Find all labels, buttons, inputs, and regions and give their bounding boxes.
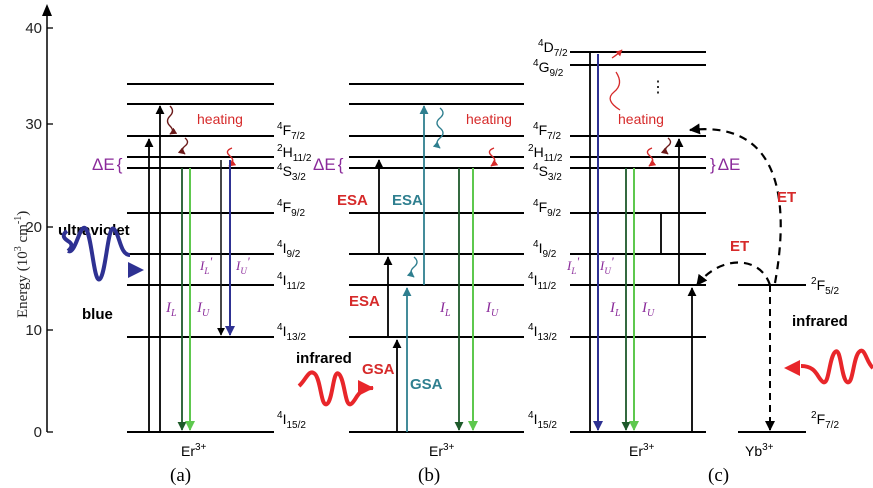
esa-label: ESA [349, 293, 380, 310]
y-axis [42, 4, 53, 433]
gsa-label: GSA [362, 361, 395, 378]
nonradiative-relaxation-arrow [177, 137, 189, 155]
heating-label: heating [197, 111, 243, 127]
blue-label: blue [82, 306, 113, 323]
term-label-4s32: 4S3/2 [533, 162, 562, 183]
term-label-4f92: 4F9/2 [277, 198, 305, 219]
term-label-4s32: 4S3/2 [277, 162, 306, 183]
blue-uv-wave-arrowhead-icon [128, 262, 144, 278]
nonradiative-relaxation-arrow [406, 256, 418, 278]
delta-e-label: ΔE{ [92, 155, 123, 174]
panel-a-levels [127, 83, 274, 433]
et-label: ET [777, 189, 796, 206]
heating-arrow [488, 147, 499, 167]
term-label-4i112: 4I11/2 [528, 271, 557, 292]
term-label-2f72: 2F7/2 [811, 410, 839, 431]
panel-b-teal-arrows [402, 105, 429, 432]
infrared-wave-icon [297, 370, 374, 407]
ellipsis-icon: ⋮ [650, 79, 666, 96]
nonradiative-relaxation-arrow [660, 137, 672, 155]
panel-c-absorption-arrows [589, 52, 697, 432]
term-label-4i152: 4I15/2 [277, 410, 306, 431]
esa-label: ESA [337, 192, 368, 209]
et-arrow-upper [688, 123, 782, 284]
et-label: ET [730, 238, 749, 255]
panel-c-relaxation [660, 137, 672, 155]
panel-c-yb-term-labels: 2F5/2 2F7/2 [811, 276, 839, 431]
panel-a-intensity-labels: IL IU IL' IU' [165, 254, 250, 319]
heating-arrow [226, 147, 237, 167]
panel-b-absorption-arrows [374, 159, 402, 432]
panel-c-intensity-labels: IL IU IL' IU' [566, 254, 655, 319]
et-arrow-lower [696, 261, 772, 286]
tick-label: 20 [25, 219, 42, 236]
er-ion-label-b: Er3+ [429, 442, 455, 459]
panel-c-yb-levels [738, 284, 806, 433]
term-label-4f92: 4F9/2 [533, 198, 561, 219]
heating-label: heating [618, 111, 664, 127]
intensity-label-il: IL [165, 300, 177, 319]
term-label-4i92: 4I9/2 [277, 239, 301, 260]
intensity-label-il-prime: IL' [199, 254, 212, 276]
panel-label-a: (a) [170, 465, 191, 486]
tick-label: 30 [25, 116, 42, 133]
intensity-label-iu-prime: IU' [599, 254, 614, 276]
nonradiative-relaxation-arrow [432, 107, 444, 149]
intensity-label-il: IL [609, 300, 621, 319]
term-label-4f72: 4F7/2 [533, 121, 561, 142]
tick-label: 40 [25, 20, 42, 37]
intensity-label-iu: IU [485, 300, 499, 319]
panel-label-b: (b) [418, 465, 440, 486]
heating-arrow [646, 147, 657, 167]
panel-c-term-labels: 4D7/2 4G9/2 4F7/2 2H11/2 4S3/2 4F9/2 4I9… [528, 38, 568, 431]
infrared-label: infrared [792, 313, 848, 330]
term-label-4i152: 4I15/2 [528, 410, 557, 431]
heating-label: heating [466, 111, 512, 127]
er-ion-label-c: Er3+ [629, 442, 655, 459]
term-label-4g92: 4G9/2 [533, 58, 564, 79]
panel-label-c: (c) [708, 465, 729, 486]
panel-c-er-levels [570, 51, 706, 433]
nonradiative-relaxation-arrow [166, 105, 178, 135]
term-label-2h112: 2H11/2 [528, 143, 563, 164]
term-label-4i112: 4I11/2 [277, 271, 306, 292]
panel-b-intensity-labels: IL IU [439, 300, 499, 319]
intensity-label-iu: IU [196, 300, 210, 319]
delta-e-label: ΔE{ [313, 155, 344, 174]
term-label-4d72: 4D7/2 [538, 38, 568, 59]
infrared-wave-icon [800, 348, 873, 385]
term-label-2f52: 2F5/2 [811, 276, 839, 297]
infrared-label: infrared [296, 350, 352, 367]
delta-e-label: } ΔE [710, 155, 740, 174]
term-label-4i132: 4I13/2 [277, 322, 306, 343]
panel-b-relaxation [406, 107, 444, 278]
term-label-4f72: 4F7/2 [277, 121, 305, 142]
infrared-wave-arrowhead-icon [784, 360, 800, 376]
intensity-label-iu: IU [641, 300, 655, 319]
term-label-2h112: 2H11/2 [277, 143, 312, 164]
heating-arrow-small [611, 49, 623, 59]
term-label-4i92: 4I9/2 [533, 239, 557, 260]
tick-label: 0 [34, 424, 42, 441]
er-ion-label-a: Er3+ [181, 442, 207, 459]
y-tick-labels: 0 10 20 30 40 [25, 20, 42, 441]
intensity-label-il-prime: IL' [566, 254, 579, 276]
yb-ion-label: Yb3+ [745, 442, 774, 459]
intensity-label-il: IL [439, 300, 451, 319]
panel-a-term-labels: 4F7/2 2H11/2 4S3/2 4F9/2 4I9/2 4I11/2 4I… [277, 121, 312, 431]
infrared-wave-arrowhead-icon [358, 380, 374, 396]
term-label-4i132: 4I13/2 [528, 322, 557, 343]
blue-uv-wave-icon [61, 225, 131, 282]
panel-a-relaxation [166, 105, 189, 155]
panel-a-excitation-arrows [144, 105, 165, 432]
y-axis-label: Energy (103 cm-1) [13, 211, 31, 318]
gsa-label-teal: GSA [410, 376, 443, 393]
heating-squiggle [609, 71, 621, 111]
tick-label: 10 [25, 322, 42, 339]
intensity-label-iu-prime: IU' [235, 254, 250, 276]
esa-label-teal: ESA [392, 192, 423, 209]
